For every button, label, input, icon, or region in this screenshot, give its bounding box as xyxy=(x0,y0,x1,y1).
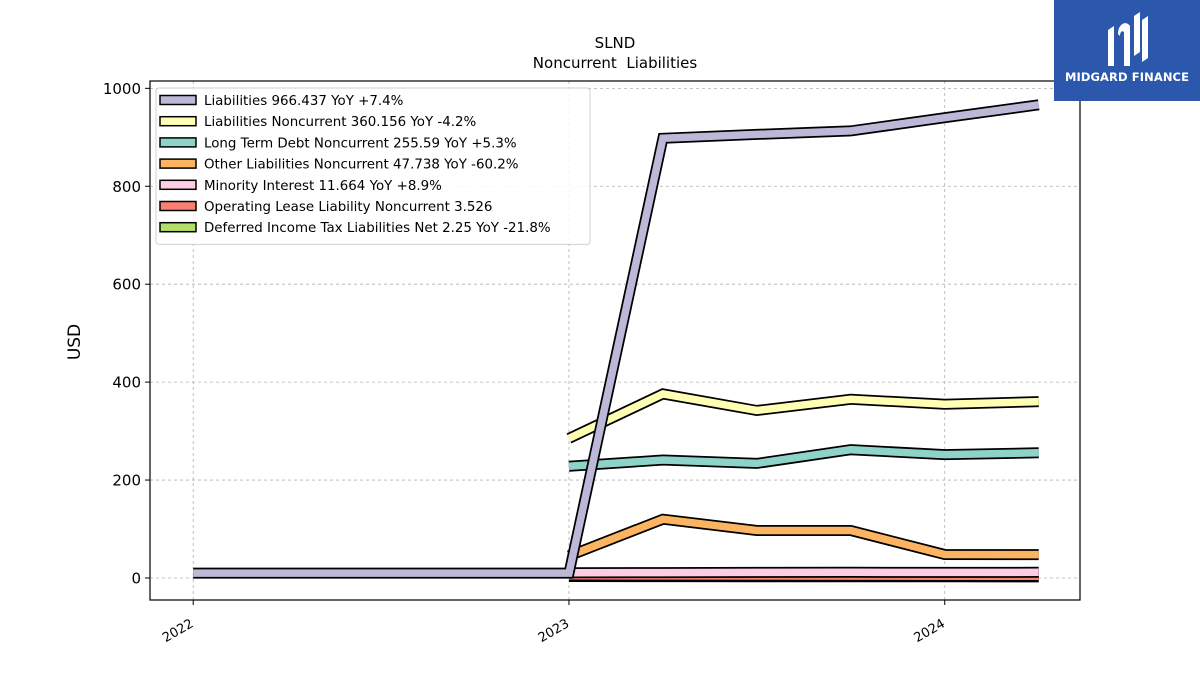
x-tick-label: 2022 xyxy=(160,616,196,646)
chart-title: SLND xyxy=(595,34,636,52)
legend-label: Other Liabilities Noncurrent 47.738 YoY … xyxy=(204,158,519,173)
brand-name: MIDGARD FINANCE xyxy=(1064,70,1190,84)
y-tick-label: 400 xyxy=(112,374,141,392)
series-lines xyxy=(193,99,1040,583)
x-tick-label: 2024 xyxy=(912,616,948,646)
y-tick-label: 1000 xyxy=(103,80,141,98)
legend-swatch xyxy=(159,179,197,191)
series-line xyxy=(567,389,1039,442)
y-axis-label: USD xyxy=(65,324,85,360)
brand-logo: MIDGARD FINANCE xyxy=(1054,0,1200,101)
plot-frame xyxy=(149,80,1081,601)
legend-swatch xyxy=(159,158,197,169)
legend-box xyxy=(155,87,591,245)
series-line xyxy=(193,101,1040,577)
legend-swatch xyxy=(159,137,197,148)
series-line xyxy=(568,445,1039,471)
chart-subtitle: Noncurrent Liabilities xyxy=(533,54,698,72)
legend-label: Minority Interest 11.664 YoY +8.9% xyxy=(204,179,442,194)
legend-swatch xyxy=(159,200,197,212)
legend-label: Operating Lease Liability Noncurrent 3.5… xyxy=(204,200,492,215)
legend-swatch xyxy=(159,94,197,106)
series-line xyxy=(567,515,1039,560)
x-tick-label: 2023 xyxy=(536,616,572,646)
legend-label: Long Term Debt Noncurrent 255.59 YoY +5.… xyxy=(204,136,517,151)
y-tick-label: 600 xyxy=(112,276,141,294)
legend-label: Liabilities Noncurrent 360.156 YoY -4.2% xyxy=(204,115,476,130)
legend-label: Deferred Income Tax Liabilities Net 2.25… xyxy=(204,221,551,236)
y-tick-label: 800 xyxy=(112,178,141,196)
y-tick-label: 0 xyxy=(131,569,141,587)
brand-mark-icon xyxy=(1108,12,1148,66)
legend-swatch xyxy=(159,115,197,127)
legend: Liabilities 966.437 YoY +7.4% Liabilities… xyxy=(155,87,591,245)
legend-label: Liabilities 966.437 YoY +7.4% xyxy=(204,94,403,109)
legend-swatch xyxy=(159,221,197,233)
y-tick-label: 200 xyxy=(112,472,141,490)
